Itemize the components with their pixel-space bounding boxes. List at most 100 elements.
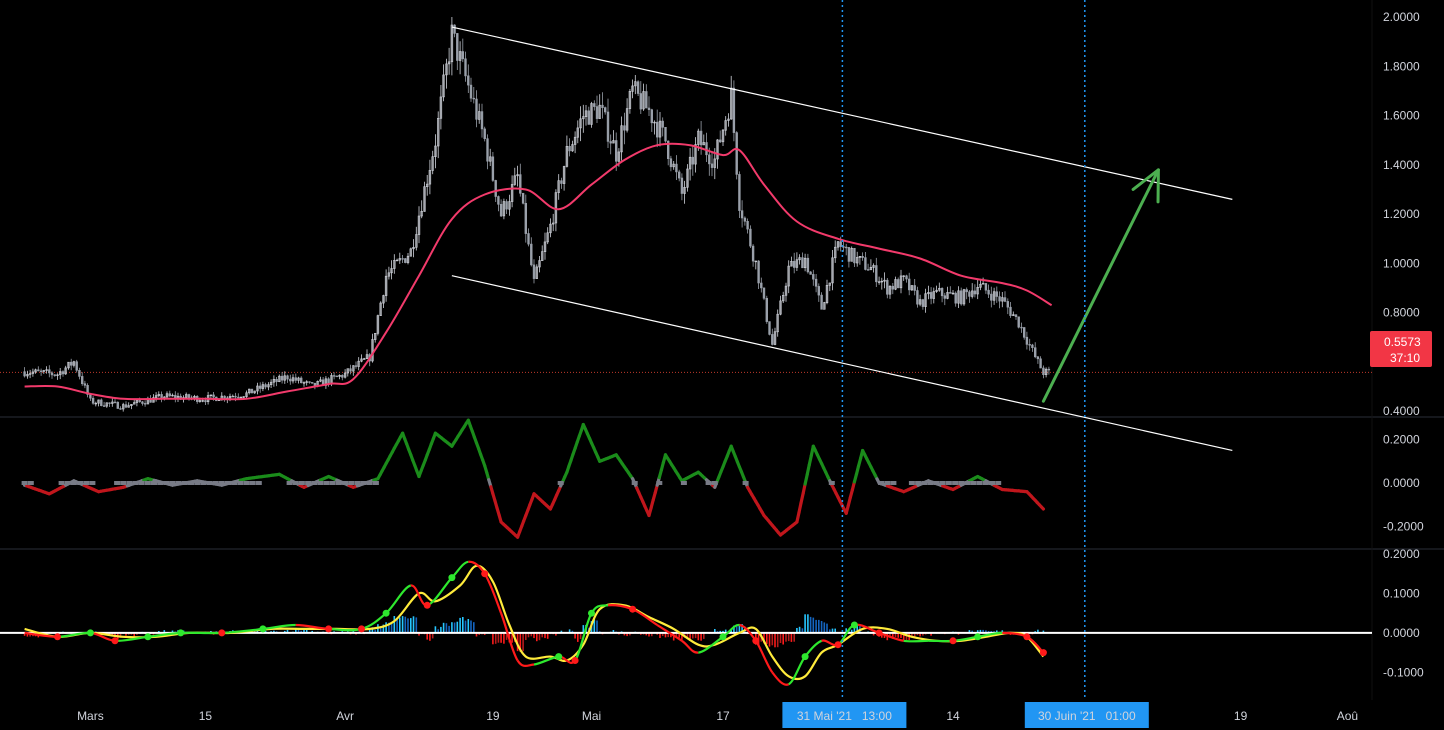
time-axis-tick: 19	[1234, 709, 1248, 723]
candle-body	[436, 118, 440, 147]
candle-body	[557, 180, 560, 193]
time-marker-label-box	[782, 702, 907, 728]
candle-body	[568, 146, 571, 152]
time-axis[interactable]: Mars 15 Avr 19 Mai 17 14 19 Aoû 31 Mai '21 13:00 3…	[77, 702, 1358, 728]
price-axis-tick: 1.0000	[1383, 256, 1420, 270]
oscillator-zero-marker	[175, 481, 182, 485]
oscillator-axis[interactable]: 0.2000 0.0000 -0.2000	[1383, 433, 1424, 534]
candle-body	[294, 377, 297, 381]
candle-body	[428, 170, 432, 185]
candle-body	[212, 394, 215, 398]
candle-body	[760, 282, 763, 289]
time-axis-tick: Avr	[336, 709, 354, 723]
candle-body	[710, 163, 714, 168]
oscillator-zero-marker	[163, 481, 170, 485]
candle-body	[990, 293, 993, 301]
candle-body	[571, 144, 574, 152]
oscillator-zero-marker	[705, 481, 712, 485]
channel-lower-line[interactable]	[451, 275, 1233, 452]
price-axis-tick: 0.4000	[1383, 404, 1420, 418]
candle-body	[58, 371, 62, 376]
macd-histogram-bar	[453, 622, 456, 633]
candle-body	[896, 279, 900, 289]
candle-body	[740, 210, 744, 219]
macd-histogram-bar	[612, 630, 615, 633]
price-axis-tick: 2.0000	[1383, 10, 1420, 24]
candle-body	[603, 107, 607, 113]
candle-body	[718, 139, 722, 143]
price-pane[interactable]	[0, 17, 1372, 452]
candle-body	[382, 295, 385, 304]
macd-pane[interactable]	[0, 560, 1372, 686]
candle-body	[425, 183, 429, 188]
macd-histogram-bar	[494, 632, 497, 644]
candle-body	[341, 374, 344, 378]
macd-histogram-bar	[766, 632, 768, 645]
macd-histogram-bar	[473, 622, 475, 633]
candle-body	[765, 297, 769, 322]
candle-body	[387, 272, 391, 277]
candle-body	[546, 232, 549, 243]
candle-body	[89, 394, 92, 399]
candle-body	[576, 127, 580, 138]
macd-histogram-bar	[872, 632, 875, 636]
candle-body	[623, 125, 626, 131]
candle-body	[42, 370, 46, 372]
macd-histogram-bar	[462, 617, 464, 633]
candle-body	[453, 24, 456, 34]
candle-body	[1034, 347, 1037, 358]
macd-histogram-bar	[171, 630, 174, 633]
oscillator-zero-marker	[120, 481, 127, 485]
macd-histogram-bar	[738, 624, 741, 633]
macd-histogram-bar	[568, 629, 571, 633]
candle-body	[253, 390, 256, 394]
candle-body	[773, 331, 777, 345]
candle-body	[803, 257, 807, 269]
macd-line-segment	[771, 671, 790, 686]
candle-body	[959, 290, 963, 305]
candle-body	[415, 234, 418, 248]
macd-histogram-bar	[623, 632, 626, 636]
candle-body	[354, 365, 358, 367]
candle-body	[771, 334, 774, 345]
oscillator-zero-marker	[335, 481, 342, 485]
macd-histogram-bar	[700, 632, 702, 641]
candle-body	[127, 405, 130, 408]
macd-histogram-bar	[771, 632, 774, 646]
last-price-box	[1370, 331, 1432, 367]
oscillator-zero-marker	[305, 481, 312, 485]
candle-body	[875, 265, 878, 283]
oscillator-pane[interactable]	[21, 418, 1046, 539]
macd-histogram-bar	[459, 617, 461, 633]
candle-body	[239, 396, 243, 399]
candle-body	[798, 257, 801, 261]
macd-histogram-bar	[801, 628, 804, 633]
macd-histogram-bar	[303, 629, 305, 633]
macd-histogram-bar	[593, 619, 596, 633]
oscillator-zero-marker	[964, 481, 971, 485]
macd-histogram-bar	[916, 632, 919, 636]
macd-histogram-bar	[976, 630, 979, 633]
macd-axis[interactable]: 0.2000 0.1000 0.0000 -0.1000	[1383, 547, 1424, 680]
forecast-arrow[interactable]	[1041, 168, 1160, 403]
candle-body	[48, 369, 51, 374]
macd-histogram-bar	[596, 620, 598, 633]
macd-cross-dot	[481, 570, 489, 578]
candle-body	[708, 154, 711, 165]
candle-body	[891, 285, 895, 290]
candle-body	[31, 371, 35, 374]
time-axis-tick: 14	[946, 709, 960, 723]
channel-upper-line[interactable]	[451, 26, 1233, 200]
candle-body	[970, 290, 974, 297]
candle-body	[64, 367, 67, 375]
candle-body	[477, 111, 481, 120]
candle-body	[836, 241, 840, 248]
macd-histogram-bar	[497, 632, 500, 643]
macd-histogram-bar	[374, 629, 376, 633]
candle-body	[434, 145, 437, 157]
macd-cross-dot	[801, 653, 809, 661]
candle-body	[1020, 326, 1023, 329]
oscillator-zero-marker	[70, 481, 77, 485]
macd-histogram-bar	[527, 632, 530, 638]
